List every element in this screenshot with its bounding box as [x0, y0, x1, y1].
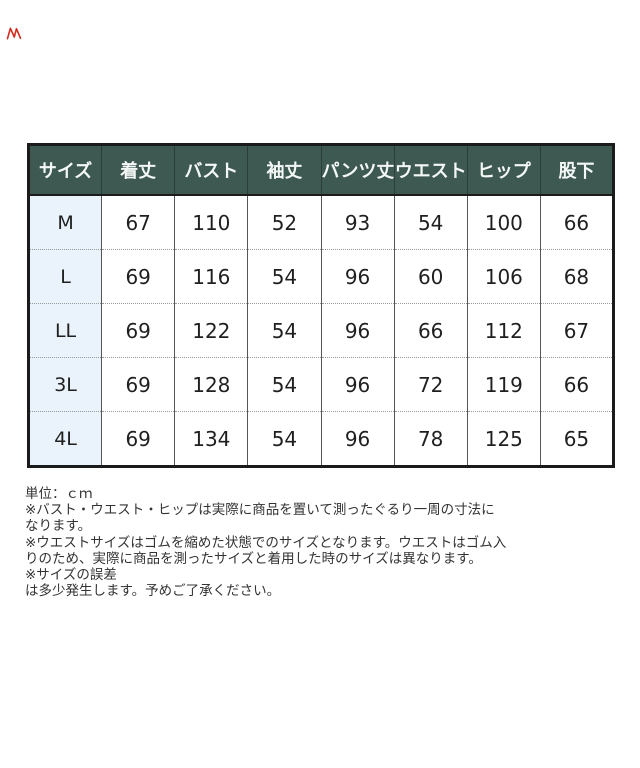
measurement-cell: 93 [320, 195, 395, 250]
column-header-sleeve: 袖丈 [247, 144, 321, 196]
measurement-cell: 116 [174, 249, 248, 304]
table-row: M 67 110 52 93 54 100 66 [28, 195, 614, 250]
measurement-cell: 122 [174, 303, 248, 358]
measurement-cell: 54 [247, 303, 321, 358]
measurement-cell: 54 [393, 195, 468, 250]
measurement-cell: 96 [320, 249, 395, 304]
measurement-cell: 134 [174, 411, 248, 467]
measurement-cell: 66 [539, 357, 614, 412]
measurement-cell: 119 [466, 357, 541, 412]
measurement-cell: 54 [247, 249, 321, 304]
measurement-cell: 60 [393, 249, 468, 304]
measurement-cell: 67 [539, 303, 614, 358]
note-line: は多少発生します。予めご了承ください。 [25, 583, 281, 600]
measurement-cell: 67 [101, 195, 175, 250]
measurement-cell: 96 [320, 411, 395, 467]
measurement-cell: 125 [466, 411, 541, 467]
size-label: 3L [28, 357, 102, 412]
measurement-cell: 65 [539, 411, 614, 467]
size-chart-table: サイズ 着丈 バスト 袖丈 パンツ丈 ウエスト ヒップ 股下 M 67 110 52 9… [27, 143, 615, 468]
unit-note-line: 単位：ｃｍ [25, 486, 93, 502]
column-header-bust: バスト [174, 144, 248, 196]
measurement-cell: 78 [393, 411, 468, 467]
size-label: M [28, 195, 102, 250]
size-chart-header: サイズ 着丈 バスト 袖丈 パンツ丈 ウエスト ヒップ 股下 [28, 144, 614, 196]
size-notes: 単位：ｃｍ ※バスト・ウエスト・ヒップは実際に商品を置いて測ったぐるり一周の寸法に… [25, 486, 617, 599]
table-row: 3L 69 128 54 96 72 119 66 [28, 357, 614, 412]
measurement-cell: 66 [539, 195, 614, 250]
table-row: 4L 69 134 54 96 78 125 65 [28, 411, 614, 467]
header-row: サイズ 着丈 バスト 袖丈 パンツ丈 ウエスト ヒップ 股下 [28, 144, 614, 196]
column-header-inseam: 股下 [539, 144, 614, 196]
measurement-cell: 54 [247, 357, 321, 412]
size-label: L [28, 249, 102, 304]
measurement-cell: 128 [174, 357, 248, 412]
measurement-cell: 106 [466, 249, 541, 304]
measurement-cell: 68 [539, 249, 614, 304]
measurement-cell: 96 [320, 303, 395, 358]
measurement-cell: 96 [320, 357, 395, 412]
note-line: ※ウエストサイズはゴムを縮めた状態でのサイズとなります。ウエストはゴム入 [25, 534, 507, 551]
table-row: L 69 116 54 96 60 106 68 [28, 249, 614, 304]
red-scribble-mark [6, 27, 22, 40]
note-line: ※サイズの誤差 [25, 567, 117, 584]
measurement-cell: 52 [247, 195, 321, 250]
size-table-body: M 67 110 52 93 54 100 66 L 69 116 54 96 60 106 68 LL 69 12… [28, 195, 614, 467]
measurement-cell: 72 [393, 357, 468, 412]
note-line: りのため、実際に商品を測ったサイズと着用した時のサイズは異なります。 [25, 550, 482, 567]
measurement-cell: 69 [101, 357, 175, 412]
measurement-cell: 69 [101, 411, 175, 467]
column-header-hip: ヒップ [466, 144, 541, 196]
measurement-cell: 100 [466, 195, 541, 250]
measurement-cell: 110 [174, 195, 248, 250]
measurement-cell: 69 [101, 303, 175, 358]
note-line: ※バスト・ウエスト・ヒップは実際に商品を置いて測ったぐるり一周の寸法に [25, 502, 495, 519]
table-row: LL 69 122 54 96 66 112 67 [28, 303, 614, 358]
measurement-cell: 112 [466, 303, 541, 358]
size-label: 4L [28, 411, 102, 467]
column-header-waist: ウエスト [393, 144, 468, 196]
column-header-size: サイズ [28, 144, 102, 196]
measurement-cell: 54 [247, 411, 321, 467]
size-label: LL [28, 303, 102, 358]
measurement-cell: 66 [393, 303, 468, 358]
measurement-cell: 69 [101, 249, 175, 304]
column-header-length: 着丈 [101, 144, 175, 196]
column-header-pants: パンツ丈 [320, 144, 395, 196]
note-line: なります。 [25, 518, 92, 535]
